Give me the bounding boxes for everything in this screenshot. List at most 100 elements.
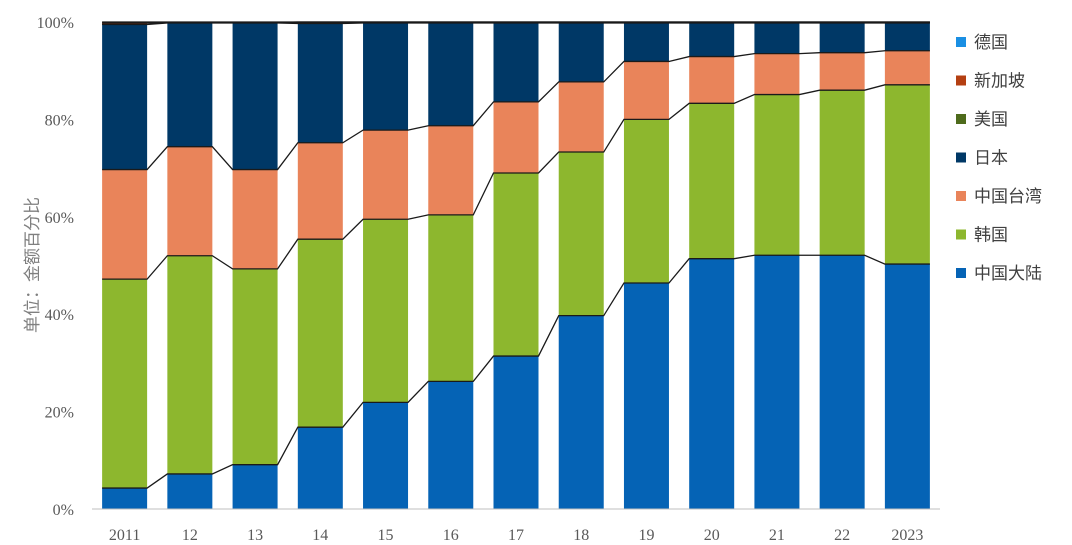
bar-segment-1-0 [102, 279, 148, 489]
bar-segment-3-0 [102, 24, 148, 170]
connector-line-1 [102, 84, 930, 280]
bar-segment-1-3 [297, 239, 343, 428]
bar-segment-0-1 [167, 473, 213, 509]
bar-segment-3-5 [428, 22, 474, 126]
bar-segment-3-4 [363, 22, 409, 131]
bar-segment-2-0 [102, 169, 148, 280]
legend-swatch [956, 152, 966, 163]
bar-segment-0-5 [428, 381, 474, 509]
y-tick-label: 40% [45, 307, 74, 324]
legend-item: 中国大陆 [956, 264, 1042, 283]
x-tick-label: 2011 [109, 527, 140, 544]
bar-segment-3-10 [754, 22, 800, 54]
legend-label: 韩国 [974, 226, 1008, 245]
bar-segment-1-10 [754, 94, 800, 256]
bar-segment-3-12 [884, 22, 930, 51]
legend-label: 中国大陆 [974, 264, 1042, 283]
bar-segment-2-4 [363, 130, 409, 220]
legend-swatch [956, 268, 966, 278]
bar-segment-1-6 [493, 172, 539, 357]
bar-segment-1-1 [167, 255, 213, 474]
x-tick-label: 12 [182, 527, 198, 544]
bar-segment-2-3 [297, 142, 343, 240]
x-tick-label: 20 [704, 527, 720, 544]
bar-segment-0-0 [102, 488, 148, 509]
bar-segment-0-11 [819, 255, 865, 509]
bar-segment-3-1 [167, 22, 213, 147]
legend-label: 中国台湾 [974, 187, 1042, 206]
series-connector-lines [102, 21, 930, 489]
bar-segment-2-11 [819, 52, 865, 91]
x-tick-label: 18 [573, 527, 589, 544]
legend-item: 美国 [956, 110, 1008, 129]
legend-item: 韩国 [956, 226, 1008, 245]
bar-segment-0-4 [363, 402, 409, 509]
legend-label: 德国 [974, 33, 1008, 52]
bar-segment-3-9 [689, 22, 735, 57]
x-axis-tick-labels: 2011 12 13 14 15 16 17 18 19 20 21 22 2023 [109, 527, 923, 544]
bar-segment-0-9 [689, 258, 735, 509]
legend-swatch [956, 75, 966, 86]
x-tick-label: 16 [443, 527, 459, 544]
bar-segment-5-0 [102, 22, 148, 24]
y-tick-label: 100% [37, 15, 74, 32]
legend-label: 美国 [974, 110, 1008, 129]
bar-segment-3-11 [819, 22, 865, 53]
bar-segment-2-6 [493, 101, 539, 173]
y-tick-label: 80% [45, 112, 74, 129]
bar-segment-1-4 [363, 219, 409, 403]
y-tick-label: 60% [45, 210, 74, 227]
bar-segment-1-5 [428, 214, 474, 382]
x-tick-label: 17 [508, 527, 524, 544]
x-tick-label: 2023 [891, 527, 923, 544]
bar-segment-0-10 [754, 255, 800, 509]
legend-item: 德国 [956, 33, 1008, 52]
bar-segment-2-5 [428, 125, 474, 215]
legend-swatch [956, 229, 966, 240]
bar-segment-0-7 [558, 315, 604, 509]
bar-segment-1-9 [689, 103, 735, 259]
bar-segment-2-7 [558, 81, 604, 153]
bar-segment-3-2 [232, 22, 278, 170]
bar-segment-1-7 [558, 152, 604, 316]
legend-item: 日本 [956, 149, 1008, 168]
bar-segment-2-9 [689, 56, 735, 104]
bar-segment-1-8 [623, 119, 669, 284]
connector-line-2 [102, 50, 930, 171]
x-tick-label: 19 [638, 527, 654, 544]
bar-segment-0-6 [493, 356, 539, 509]
y-tick-label: 20% [45, 405, 74, 422]
bar-segment-0-8 [623, 283, 669, 509]
x-tick-label: 13 [247, 527, 263, 544]
x-tick-label: 22 [834, 527, 850, 544]
bar-segment-3-3 [297, 23, 343, 143]
bar-segment-0-3 [297, 427, 343, 509]
bar-segment-1-12 [884, 84, 930, 265]
x-tick-label: 15 [378, 527, 394, 544]
bar-segment-2-2 [232, 169, 278, 269]
bar-segment-1-11 [819, 90, 865, 256]
y-axis-tick-labels: 0% 20% 40% 60% 80% 100% [37, 15, 74, 519]
bar-segment-3-8 [623, 22, 669, 62]
legend-item: 新加坡 [956, 72, 1025, 91]
bar-segment-3-7 [558, 22, 604, 82]
bar-segment-2-12 [884, 50, 930, 85]
x-tick-label: 14 [312, 527, 328, 544]
bar-segment-3-6 [493, 22, 539, 102]
y-axis-label: 单位：金额百分比 [23, 197, 42, 333]
connector-line-0 [102, 254, 930, 489]
legend-label: 日本 [974, 149, 1008, 168]
y-tick-label: 0% [53, 502, 74, 519]
legend-swatch [956, 37, 966, 47]
bar-segment-1-2 [232, 268, 278, 465]
legend-label: 新加坡 [974, 72, 1025, 91]
bar-segment-2-10 [754, 53, 800, 95]
bar-segment-0-2 [232, 464, 278, 509]
bar-segment-2-1 [167, 146, 213, 256]
bar-segment-2-8 [623, 61, 669, 120]
legend-swatch [956, 191, 966, 201]
x-tick-label: 21 [769, 527, 785, 544]
bar-segment-0-12 [884, 264, 930, 509]
